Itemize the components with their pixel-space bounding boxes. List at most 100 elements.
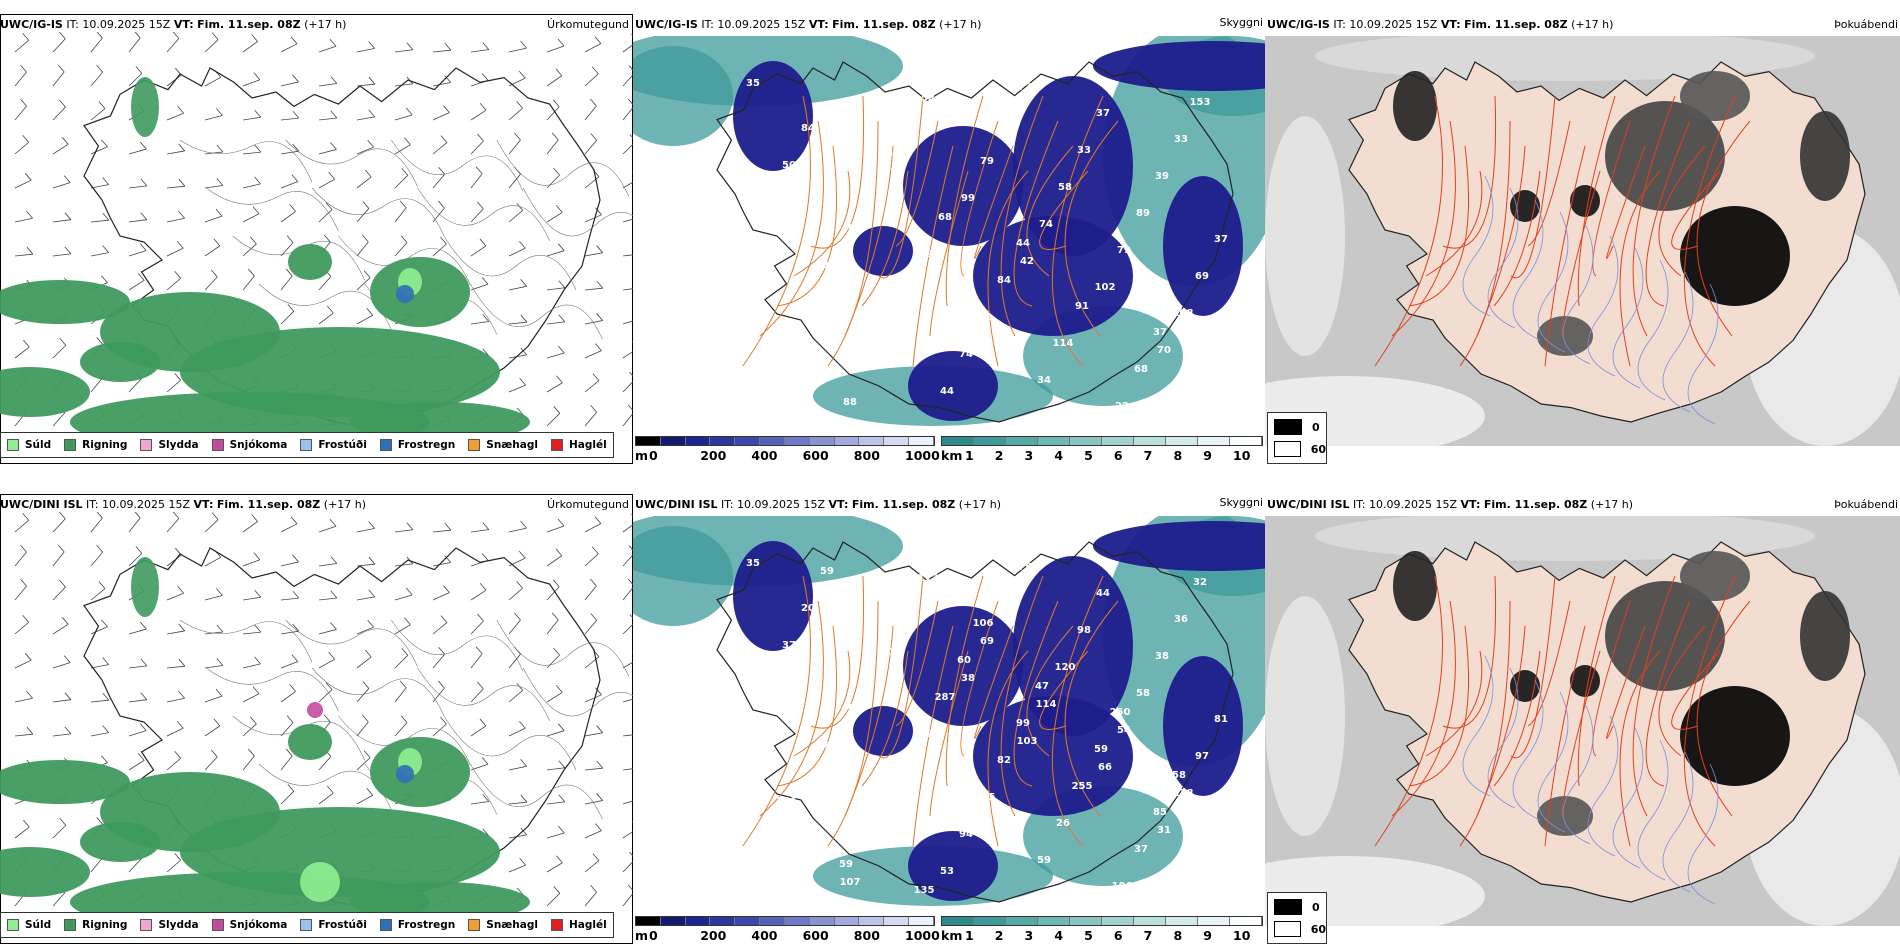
vis-tick-label: 1	[965, 448, 974, 463]
ceiling-label: 47	[822, 740, 836, 751]
ceiling-label: 107	[840, 877, 861, 888]
ceiling-label: 36	[1174, 614, 1188, 625]
ceiling-tick-label: 1000	[905, 448, 940, 463]
fog-road-network	[1374, 95, 1751, 367]
ceiling-label: 34	[1037, 375, 1051, 386]
ceiling-label: 385	[975, 792, 996, 803]
ceiling-label: 46	[999, 119, 1013, 130]
vis-tick-label: 2	[994, 448, 1004, 463]
ceiling-label: 37	[803, 297, 817, 308]
fog-rivers	[1462, 175, 1719, 425]
ceiling-label: 37	[1134, 844, 1148, 855]
legend-swatch-haglel	[550, 439, 563, 451]
legend-item-haglel: Haglél	[550, 919, 607, 931]
row2-panel3-header: UWC/DINI ISL IT: 10.09.2025 15Z VT: Fim.…	[1267, 498, 1634, 511]
ceiling-label: 113	[918, 573, 939, 584]
ceiling-label: 34	[822, 260, 836, 271]
row2-fog-panel: UWC/DINI ISL IT: 10.09.2025 15Z VT: Fim.…	[1265, 494, 1900, 944]
ceiling-label: 37	[782, 640, 796, 651]
ceiling-label: 44	[1096, 588, 1110, 599]
ceiling-label: 78	[784, 814, 798, 825]
ceiling-label: 82	[902, 130, 916, 141]
legend-item-snjokoma: Snjókoma	[211, 439, 287, 451]
row2-fog-map	[1265, 516, 1900, 926]
legend-item-haglel: Haglél	[550, 439, 607, 451]
ceiling-label: 75	[1018, 562, 1032, 573]
ceiling-label: 55	[862, 360, 876, 371]
ceiling-label: 37	[1153, 327, 1167, 338]
legend-swatch-snaehagl	[468, 919, 481, 931]
legend-item-slydda: Slydda	[140, 439, 199, 451]
ceiling-tick-label: 600	[802, 448, 829, 463]
ceiling-label: 85	[1153, 807, 1167, 818]
row1-panel1-title: Úrkomutegund	[547, 18, 629, 31]
ceiling-label: 69	[1195, 271, 1209, 282]
row2-panel2-title: Skyggni	[1219, 496, 1263, 509]
ceiling-label: 30	[860, 666, 874, 677]
ceiling-label: 38	[961, 673, 975, 684]
legend-swatch-snaehagl	[468, 439, 481, 451]
row2-precip-map-frame	[0, 494, 633, 944]
row1-panel2-header: UWC/IG-IS IT: 10.09.2025 15Z VT: Fim. 11…	[635, 18, 982, 31]
row2-ceiling-map: 35 103 103 31 41 38 66 90 84 114 238 107 69 54 78 113 12…	[633, 516, 1265, 926]
ceiling-tick-label: 200	[700, 928, 727, 943]
ceiling-label: 68	[938, 212, 952, 223]
vis-tick-label: 7	[1143, 448, 1153, 463]
legend-label-frostregn: Frostregn	[397, 919, 456, 931]
ceiling-label: 79	[980, 156, 994, 167]
road-network	[742, 575, 1119, 847]
row1-panel2-title: Skyggni	[1219, 16, 1263, 29]
ceiling-label: 31	[978, 312, 992, 323]
legend-label-suld: Súld	[25, 919, 52, 931]
ceiling-tick-label: 0	[649, 928, 658, 943]
ceiling-label: 60	[957, 655, 971, 666]
fog-dense-areas	[1393, 71, 1850, 356]
legend-swatch-suld	[7, 919, 19, 931]
fog-rivers	[1462, 655, 1719, 905]
ceiling-label: 102	[1095, 282, 1116, 293]
row1-precip-map	[0, 32, 633, 452]
ceiling-label: 97	[1195, 751, 1209, 762]
vis-tick-label: 3	[1024, 448, 1034, 463]
ceiling-label: 96	[761, 833, 775, 844]
row1-ceiling-colorbar: m 0 200 400 600 800 1000	[635, 436, 940, 463]
legend-label-rigning: Rigning	[82, 919, 128, 931]
ceiling-label: 153	[1190, 97, 1211, 108]
legend-label-frostudi: Frostúði	[318, 439, 367, 451]
legend-label-snaehagl: Snæhagl	[486, 919, 538, 931]
legend-item-snaehagl: Snæhagl	[468, 439, 538, 451]
ceiling-colorbar-strip	[635, 436, 935, 446]
ceiling-label: 88	[860, 186, 874, 197]
ceiling-labels: 35 33 42 70 77 99 102 91 82 74 108 88 79 79 61 58 58 69 55…	[746, 78, 1228, 412]
vis-tick-label: 5	[1084, 448, 1093, 463]
ceiling-label: 106	[973, 618, 994, 629]
ceiling-label: 67	[862, 840, 876, 851]
legend-swatch-slydda	[140, 439, 153, 451]
ceiling-label: 81	[1214, 714, 1228, 725]
ceiling-label: 99	[919, 249, 933, 260]
legend-item-snaehagl: Snæhagl	[468, 919, 538, 931]
ceiling-label: 58	[1058, 182, 1072, 193]
ceiling-label: 37	[881, 323, 895, 334]
fog-swatch-black	[1274, 899, 1302, 915]
ceiling-label: 74	[1039, 219, 1053, 230]
ceiling-label: 91	[1075, 301, 1089, 312]
vis-tick-label: 9	[1203, 448, 1212, 463]
ceiling-label: 111	[777, 796, 798, 807]
legend-item-snjokoma: Snjókoma	[211, 919, 287, 931]
fog-legend-min: 0	[1312, 420, 1320, 434]
low-ceiling-areas	[733, 41, 1265, 421]
legend-swatch-frostudi	[300, 439, 313, 451]
ceiling-tick-label: 400	[751, 448, 778, 463]
ceiling-label: 135	[914, 885, 935, 896]
ceiling-label: 114	[1036, 699, 1057, 710]
ceiling-label: 57	[879, 629, 893, 640]
road-network	[742, 95, 1119, 367]
legend-label-frostregn: Frostregn	[397, 439, 456, 451]
row1-ceiling-panel: UWC/IG-IS IT: 10.09.2025 15Z VT: Fim. 11…	[633, 14, 1265, 464]
legend-label-slydda: Slydda	[158, 919, 199, 931]
ceiling-label: 287	[935, 692, 956, 703]
ceiling-label: 33	[1077, 145, 1091, 156]
iceland-coastline	[1348, 61, 1866, 423]
row1-precip-map-frame	[0, 14, 633, 464]
